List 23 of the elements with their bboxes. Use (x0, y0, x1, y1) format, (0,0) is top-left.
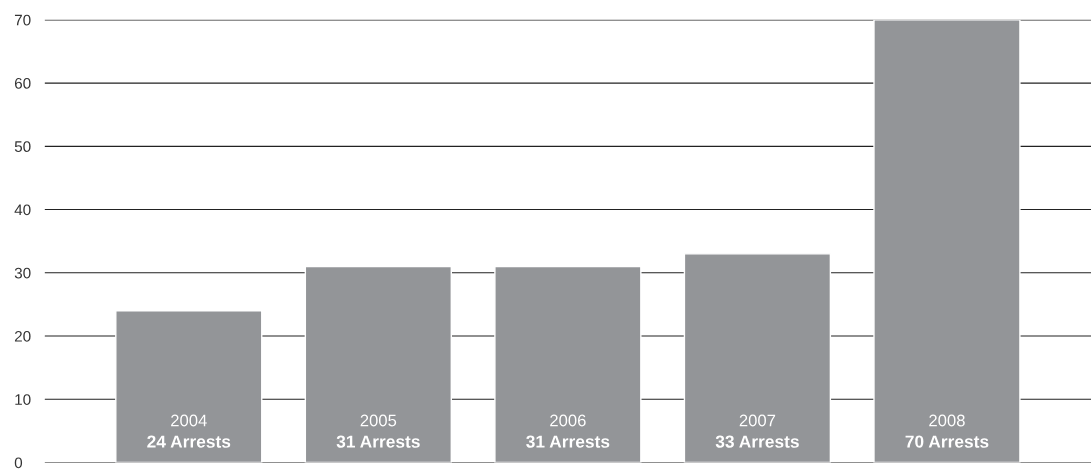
x-tick-label: 2005 (360, 414, 397, 427)
bar (304, 265, 452, 463)
bar (873, 19, 1021, 463)
y-tick-label: 40 (14, 204, 31, 216)
y-tick-label: 0 (14, 457, 23, 469)
x-tick-label: 2006 (550, 414, 586, 427)
y-tick-label: 20 (14, 330, 31, 342)
data-label: 31 Arrests (336, 435, 420, 448)
bar (494, 265, 642, 463)
data-label: 70 Arrests (905, 435, 989, 448)
data-label: 31 Arrests (526, 435, 610, 448)
y-tick-label: 70 (14, 14, 31, 26)
bar (683, 253, 832, 463)
x-tick-label: 2008 (929, 414, 965, 427)
x-tick-label: 2004 (171, 414, 207, 427)
y-tick-label: 60 (14, 77, 31, 89)
x-tick-label: 2007 (739, 414, 776, 427)
y-tick-label: 30 (14, 267, 31, 279)
data-label: 24 Arrests (147, 435, 231, 448)
y-tick-label: 50 (14, 141, 31, 153)
bar (115, 310, 263, 463)
y-tick-label: 10 (15, 394, 31, 405)
data-label: 33 Arrests (715, 435, 799, 448)
